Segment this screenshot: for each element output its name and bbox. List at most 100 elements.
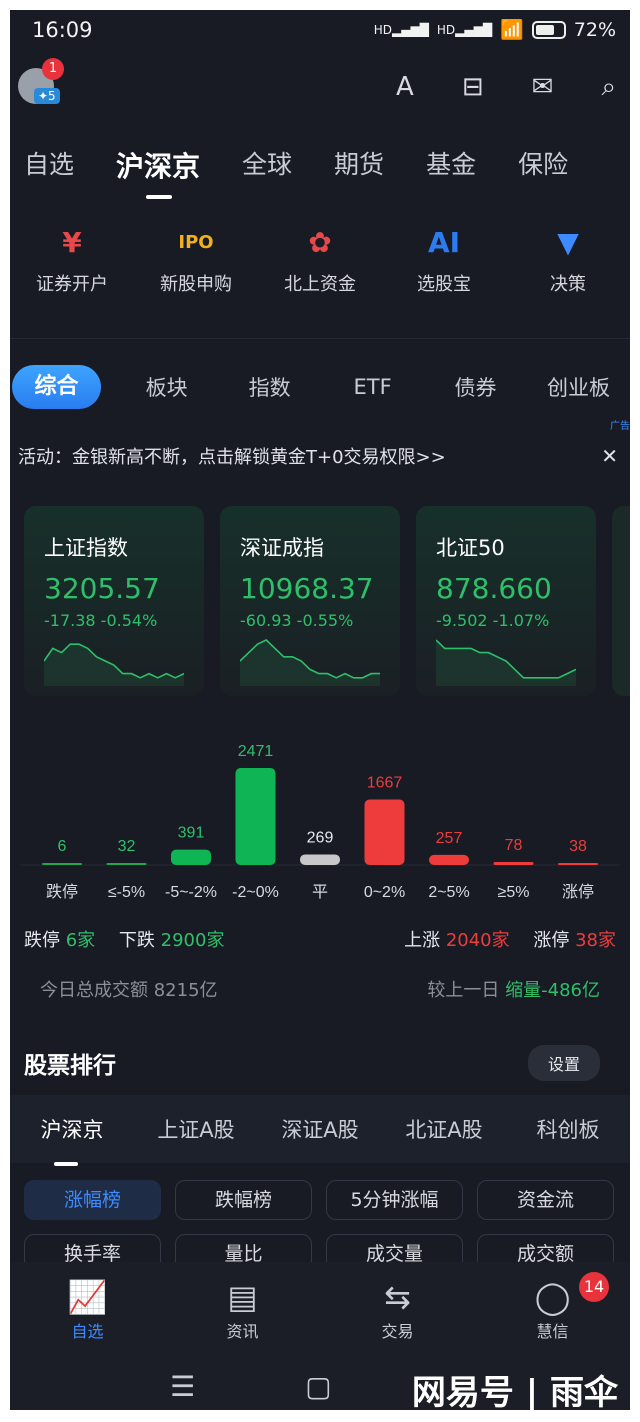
ranking-chip-2[interactable]: 5分钟涨幅 [326,1180,463,1220]
bar-value-label: 257 [436,830,463,847]
nav-label: 慧信 [536,1322,569,1341]
avatar[interactable]: 1 ✦5 [18,58,64,104]
down-label: 下跌 [118,930,155,951]
subtab-0[interactable]: 综合 [12,365,102,409]
subtab-4[interactable]: 债券 [454,376,497,400]
bar-value-label: 32 [118,838,136,855]
limit-up-label: 涨停 [533,930,570,951]
bar-category-label: -5~-2% [165,884,217,901]
ranking-chip-0[interactable]: 涨幅榜 [24,1180,161,1220]
ranking-chips: 涨幅榜 跌幅榜 5分钟涨幅 资金流 换手率 量比 成交量 成交额 [24,1180,614,1274]
compare-label: 较上一日 [427,980,500,1001]
sparkline-area [436,640,576,686]
index-card-partial[interactable] [612,506,630,696]
ad-banner[interactable]: 活动：金银新高不断，点击解锁黄金T+0交易权限>> 广告 ✕ [18,421,630,469]
bar-1 [106,863,147,865]
subtab-1[interactable]: 板块 [145,376,188,400]
sparkline-line [435,639,577,679]
tab-5[interactable]: 保险 [518,150,569,179]
font-size-icon[interactable]: A [396,72,414,102]
scan-icon[interactable]: ⊟ [461,72,484,102]
quick-action-4[interactable]: ▼ 决策 [506,220,630,296]
nav-label: 自选 [71,1322,104,1341]
header-actions: A ⊟ ✉ ⌕ [396,72,616,103]
battery-level: 72% [573,18,616,41]
bar-value-label: 391 [178,825,205,842]
nav-label: 资讯 [226,1322,259,1341]
signal-icon: HD▂▄▆█ [373,22,429,37]
market-tabs: 自选 沪深京 全球 期货 基金 保险 [24,145,569,199]
quick-action-3[interactable]: AI 选股宝 [382,220,506,296]
index-card[interactable]: 北证50 878.660 -9.502 -1.07% [416,506,596,696]
tab-2[interactable]: 全球 [242,150,293,179]
limit-down-label: 跌停 [24,930,60,951]
index-change: -17.38 -0.54% [44,611,158,630]
signal-label: HD [436,22,456,37]
bar-4 [300,854,340,865]
bar-0 [42,863,82,865]
bar-2 [171,849,211,865]
nav-item-3[interactable]: ◯ 慧信 14 [475,1272,630,1342]
bottom-nav: 📈 自选 ▤ 资讯 ⇆ 交易 ◯ 慧信 14 [10,1262,630,1410]
ipo-icon: IPO [178,232,214,253]
ranking-chip-1[interactable]: 跌幅榜 [175,1180,312,1220]
sparkline-area [240,640,380,686]
tab-1[interactable]: 沪深京 [116,145,200,199]
mail-icon[interactable]: ✉ [531,72,554,102]
index-card[interactable]: 上证指数 3205.57 -17.38 -0.54% [24,506,204,696]
compare-value: 缩量-486亿 [505,980,600,1001]
close-icon[interactable]: ✕ [601,444,618,468]
index-name: 深证成指 [240,536,324,560]
quick-action-0[interactable]: ¥ 证券开户 [10,220,134,296]
menu-icon[interactable]: ☰ [170,1370,196,1403]
up-label: 上涨 [404,930,441,951]
ranking-tab-2[interactable]: 深证A股 [281,1118,359,1142]
market-stats: 跌停 6家 下跌 2900家 上涨 2040家 涨停 38家 今日总成交额 82… [24,926,616,1002]
index-name: 上证指数 [44,536,128,560]
down-count: 2900家 [160,930,225,951]
ranking-chip-3[interactable]: 资金流 [477,1180,614,1220]
bar-8 [558,863,598,865]
ad-text[interactable]: 活动：金银新高不断，点击解锁黄金T+0交易权限>> [18,447,446,468]
bar-7 [493,861,534,865]
subtab-5[interactable]: 创业板 [547,376,611,400]
nav-item-0[interactable]: 📈 自选 [10,1276,165,1342]
nav-item-1[interactable]: ▤ 资讯 [165,1276,320,1342]
index-price: 878.660 [436,572,552,605]
quick-action-label: 北上资金 [284,274,356,295]
updown-distribution-chart: 6 跌停 32 ≤-5% 391 -5~-2% 2471 -2~0% 269 平 1667 0~2% 2… [20,743,620,901]
bar-category-label: 涨停 [562,883,594,901]
ad-tag: 广告 [610,421,630,432]
battery-icon [531,20,566,39]
index-cards: 上证指数 3205.57 -17.38 -0.54% 深证成指 10968.37 -60.… [24,506,596,696]
index-card[interactable]: 深证成指 10968.37 -60.93 -0.55% [220,506,400,696]
ranking-tab-3[interactable]: 北证A股 [405,1118,483,1142]
home-icon[interactable]: ▢ [305,1370,332,1403]
bar-value-label: 2471 [238,743,274,760]
limit-down-count: 6家 [65,930,96,951]
ranking-tab-0[interactable]: 沪深京 [10,1114,134,1166]
subtab-3[interactable]: ETF [353,375,392,399]
tab-4[interactable]: 基金 [426,150,477,179]
status-time: 16:09 [32,18,93,42]
tab-3[interactable]: 期货 [334,150,385,179]
index-name: 北证50 [436,536,505,560]
tab-0[interactable]: 自选 [24,150,75,179]
chat-icon: ◯ [534,1278,571,1316]
quick-action-2[interactable]: ✿ 北上资金 [258,220,382,296]
quick-action-label: 选股宝 [417,274,471,295]
nav-item-2[interactable]: ⇆ 交易 [320,1276,475,1342]
bar-category-label: ≥5% [498,884,530,901]
quick-action-1[interactable]: IPO 新股申购 [134,220,258,296]
settings-button[interactable]: 设置 [527,1045,600,1081]
ranking-tab-4[interactable]: 科创板 [536,1118,600,1142]
index-price: 3205.57 [44,572,160,605]
level-badge: ✦5 [34,88,60,104]
subtab-2[interactable]: 指数 [248,376,291,400]
hk-flower-icon: ✿ [308,226,332,259]
index-price: 10968.37 [240,572,374,605]
ranking-tab-1[interactable]: 上证A股 [157,1118,235,1142]
search-icon[interactable]: ⌕ [601,72,616,102]
notification-badge: 1 [42,58,64,80]
bar-6 [429,854,469,865]
